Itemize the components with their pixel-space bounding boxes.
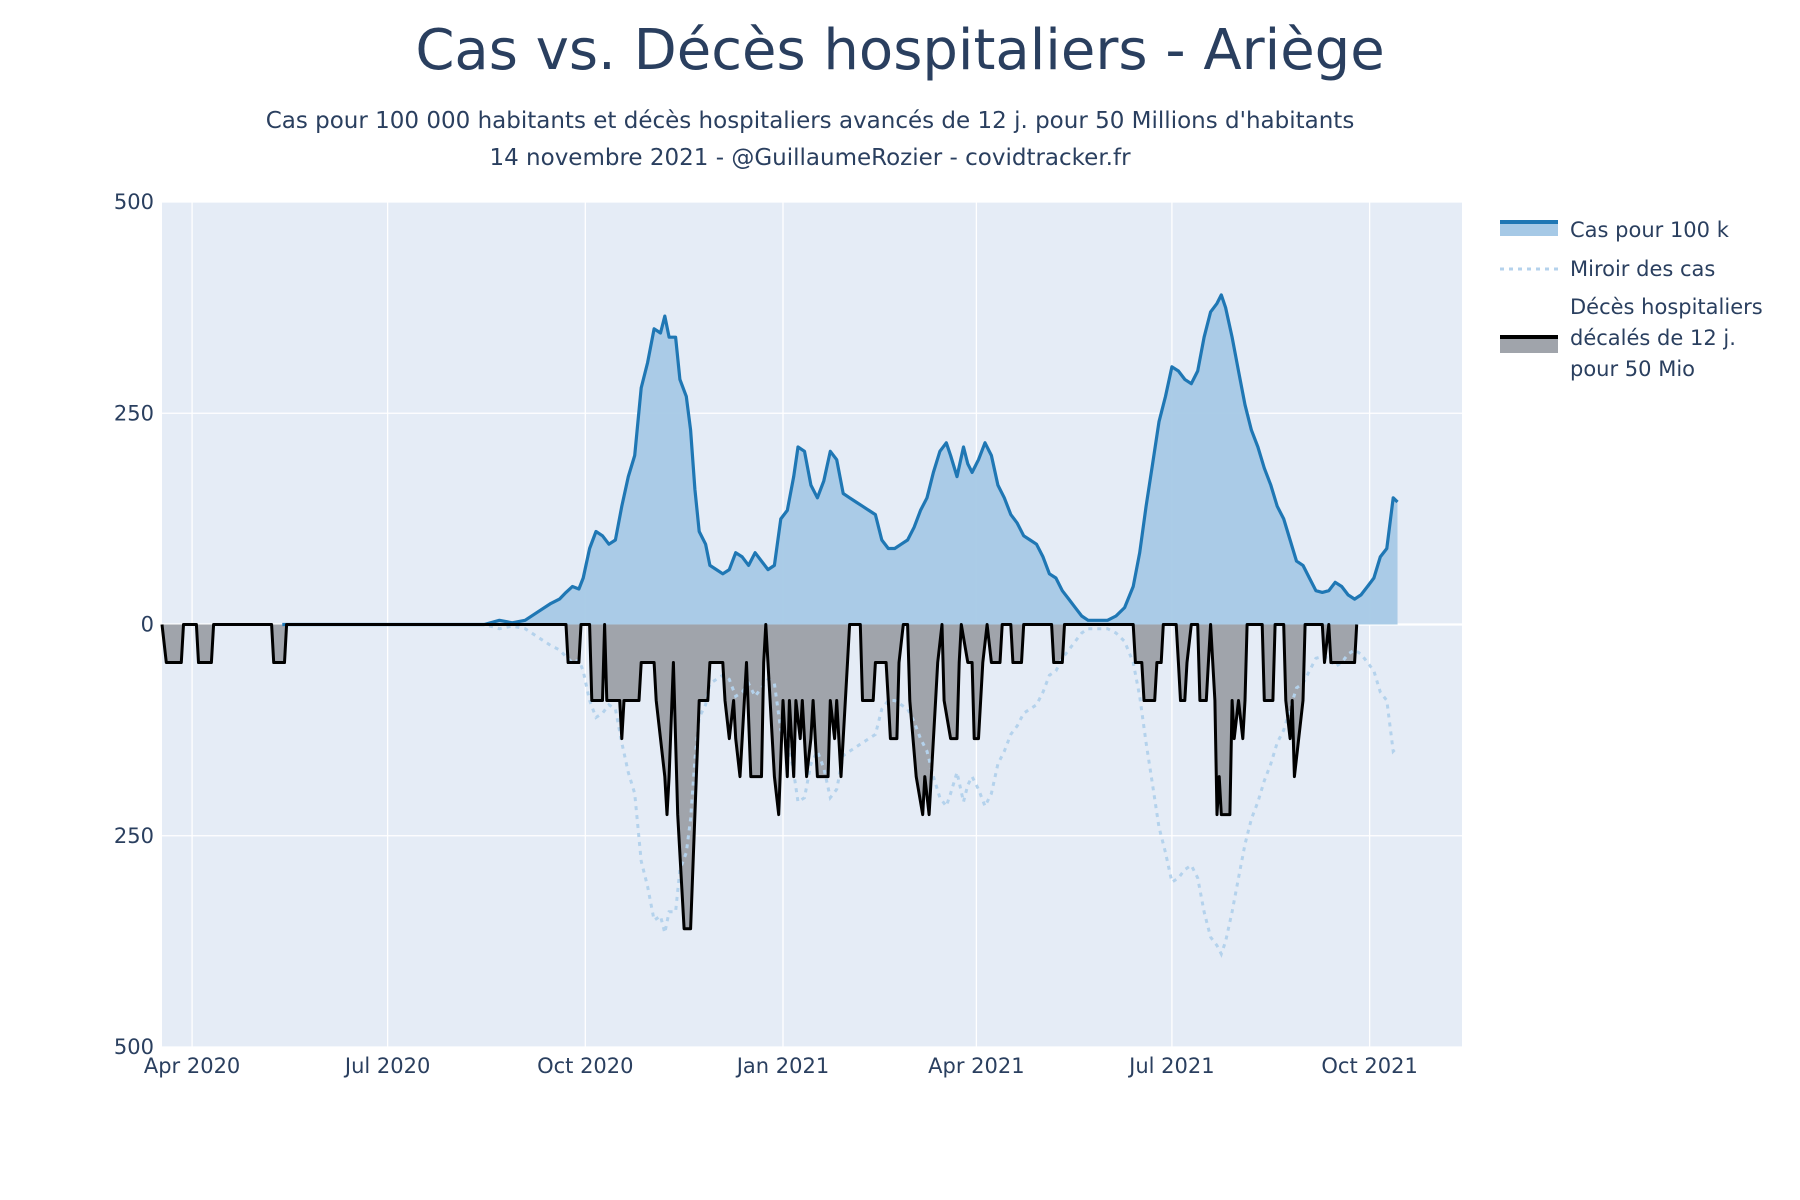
x-tick-label: Oct 2020: [537, 1054, 633, 1078]
series-lines: [160, 293, 1399, 958]
y-tick-label: 0: [141, 613, 154, 637]
chart-title: Cas vs. Décès hospitaliers - Ariège: [415, 18, 1385, 83]
cases-area: [282, 294, 1398, 625]
legend-label-deaths: Décès hospitaliers: [1570, 295, 1763, 319]
y-tick-label: 250: [114, 401, 154, 425]
chart-subtitle-line-1: Cas pour 100 000 habitants et décès hosp…: [265, 108, 1355, 134]
deaths-line: [160, 623, 1359, 931]
legend-label-deaths: pour 50 Mio: [1570, 357, 1695, 381]
legend: Cas pour 100 k Miroir des cas Décès hospit…: [1500, 218, 1763, 381]
x-tick-label: Apr 2021: [928, 1054, 1024, 1078]
x-tick-label: Jul 2021: [1127, 1054, 1214, 1078]
legend-label-cases: Cas pour 100 k: [1570, 218, 1730, 242]
chart-subtitle-line-2: 14 novembre 2021 - @GuillaumeRozier - co…: [489, 145, 1131, 171]
legend-swatch-cases: [1500, 222, 1558, 236]
y-tick-label: 500: [114, 1035, 154, 1059]
y-tick-label: 250: [114, 824, 154, 848]
cases-line: [282, 293, 1399, 627]
x-tick-label: Apr 2020: [144, 1054, 240, 1078]
legend-swatch-deaths: [1500, 337, 1558, 353]
legend-label-mirror: Miroir des cas: [1570, 257, 1715, 281]
x-axis: Apr 2020 Jul 2020 Oct 2020 Jan 2021 Apr 2021…: [144, 1054, 1418, 1078]
y-axis: 500 250 0 250 500: [114, 190, 154, 1059]
x-tick-label: Jul 2020: [343, 1054, 430, 1078]
legend-label-deaths: décalés de 12 j.: [1570, 326, 1736, 350]
x-tick-label: Jan 2021: [735, 1054, 830, 1078]
x-tick-label: Oct 2021: [1321, 1054, 1417, 1078]
y-tick-label: 500: [114, 190, 154, 214]
mirror-line: [282, 623, 1399, 958]
